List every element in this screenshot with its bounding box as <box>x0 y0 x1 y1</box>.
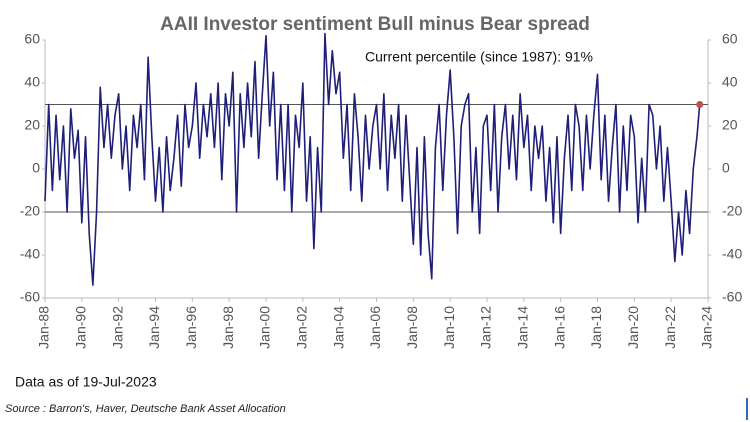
x-tick-label: Jan-24 <box>699 306 715 349</box>
x-tick-label: Jan-14 <box>515 306 531 349</box>
x-tick-label: Jan-08 <box>404 306 420 349</box>
y-tick-label: 20 <box>24 117 40 133</box>
y-tick-label: -40 <box>20 246 40 262</box>
x-tick-label: Jan-10 <box>441 306 457 349</box>
x-tick-label: Jan-04 <box>330 306 346 349</box>
x-tick-label: Jan-98 <box>220 306 236 349</box>
y2-tick-label: -40 <box>722 246 742 262</box>
y-tick-label: 40 <box>24 74 40 90</box>
y-tick-label: 60 <box>24 31 40 47</box>
x-tick-label: Jan-18 <box>588 306 604 349</box>
x-tick-label: Jan-12 <box>478 306 494 349</box>
chart-title: AAII Investor sentiment Bull minus Bear … <box>160 14 590 35</box>
x-tick-label: Jan-00 <box>257 306 273 349</box>
x-tick-label: Jan-22 <box>662 306 678 349</box>
x-tick-label: Jan-02 <box>294 306 310 349</box>
data-note: Data as of 19-Jul-2023 <box>15 374 157 390</box>
x-tick-label: Jan-90 <box>73 306 89 349</box>
series-line <box>44 32 701 286</box>
y2-tick-label: 60 <box>722 31 738 47</box>
y2-tick-label: -20 <box>722 203 742 219</box>
x-tick-label: Jan-06 <box>367 306 383 349</box>
y2-tick-label: 0 <box>722 160 730 176</box>
x-tick-label: Jan-16 <box>551 306 567 349</box>
y-tick-label: 0 <box>32 160 40 176</box>
y2-tick-label: -60 <box>722 289 742 305</box>
x-tick-label: Jan-94 <box>146 306 162 349</box>
y2-tick-label: 40 <box>722 74 738 90</box>
y-tick-label: -20 <box>20 203 40 219</box>
source: Source : Barron's, Haver, Deutsche Bank … <box>5 403 286 415</box>
x-tick-label: Jan-96 <box>183 306 199 349</box>
y-tick-label: -60 <box>20 289 40 305</box>
x-tick-label: Jan-88 <box>36 306 52 349</box>
x-tick-label: Jan-20 <box>625 306 641 349</box>
current-point <box>696 101 704 108</box>
y2-tick-label: 20 <box>722 117 738 133</box>
annotation: Current percentile (since 1987): 91% <box>365 49 593 65</box>
edge-mark <box>746 398 748 420</box>
x-tick-label: Jan-92 <box>109 306 125 349</box>
